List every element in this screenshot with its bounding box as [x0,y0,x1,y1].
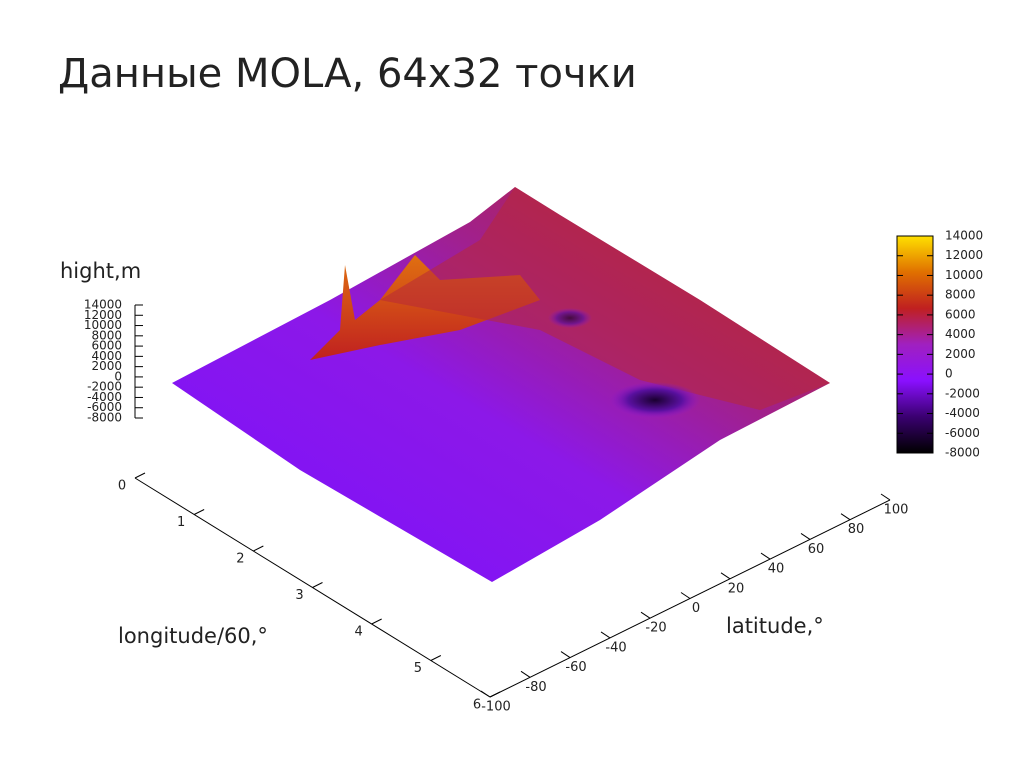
x-tick-label: 1 [177,515,185,530]
x-tick-label: 4 [355,625,363,640]
surface [172,187,830,582]
x-tick [430,655,442,661]
z-tick-label: -4000 [87,390,122,404]
y-tick-label: 40 [768,562,785,577]
y-tick [880,493,891,501]
x-tick [193,509,205,515]
y-tick [720,572,731,580]
y-tick-label: 80 [848,522,865,537]
y-tick [560,651,571,659]
y-tick [520,670,531,678]
z-tick-label: 4000 [91,349,122,363]
y-tick [600,631,611,639]
colorbar-tick-label: -6000 [945,426,980,440]
colorbar-tick-label: -4000 [945,406,980,420]
y-axis-label: latitude,° [726,614,824,638]
y-tick-label: -60 [565,660,586,675]
y-tick-label: 100 [884,503,909,518]
slide-title: Данные MOLA, 64x32 точки [58,51,637,97]
colorbar-tick-label: -2000 [945,386,980,400]
x-tick [312,582,323,588]
colorbar-tick-label: 4000 [945,327,976,341]
y-tick [640,611,651,619]
y-tick [760,552,771,560]
y-tick-label: 60 [808,542,825,557]
z-axis-label: hight,m [60,259,141,283]
colorbar-tick-label: 12000 [945,248,983,262]
x-tick-label: 6 [473,698,481,713]
y-tick [800,532,811,540]
x-tick [134,472,146,479]
colorbar-tick-label: 8000 [945,288,976,302]
y-tick-label: -40 [605,640,626,655]
z-tick-label: 2000 [91,359,122,373]
y-tick-label: 20 [728,581,745,596]
colorbar-tick-label: 2000 [945,347,976,361]
colorbar-tick-label: 6000 [945,307,976,321]
colorbar-tick-label: 0 [945,367,953,381]
y-tick-label: -20 [645,621,666,636]
x-tick [489,691,501,698]
z-tick-label: 0 [114,369,122,383]
x-tick-label: 2 [236,552,244,567]
y-tick [480,690,491,698]
x-tick-label: 0 [118,479,126,494]
z-tick-label: -6000 [87,400,122,414]
z-tick-label: 8000 [91,328,122,342]
x-tick-label: 3 [295,588,303,603]
x-tick [253,545,264,552]
x-tick [371,618,382,625]
x-tick-label: 5 [414,661,422,676]
y-tick [680,592,691,599]
z-tick-label: 10000 [84,318,122,332]
y-tick [840,513,851,521]
colorbar-tick-label: 14000 [945,229,983,243]
z-tick-label: -8000 [87,411,122,425]
z-tick-label: -2000 [87,380,122,394]
y-tick-label: -100 [481,700,511,715]
y-tick-label: -80 [525,680,546,695]
z-tick-label: 6000 [91,339,122,353]
y-tick-label: 0 [692,601,700,616]
z-tick-label: 14000 [84,298,122,312]
colorbar-tick-label: 10000 [945,268,983,282]
colorbar-tick-label: -8000 [945,446,980,460]
z-tick-label: 12000 [84,308,122,322]
x-axis-label: longitude/60,° [118,624,268,648]
colorbar [896,235,934,454]
